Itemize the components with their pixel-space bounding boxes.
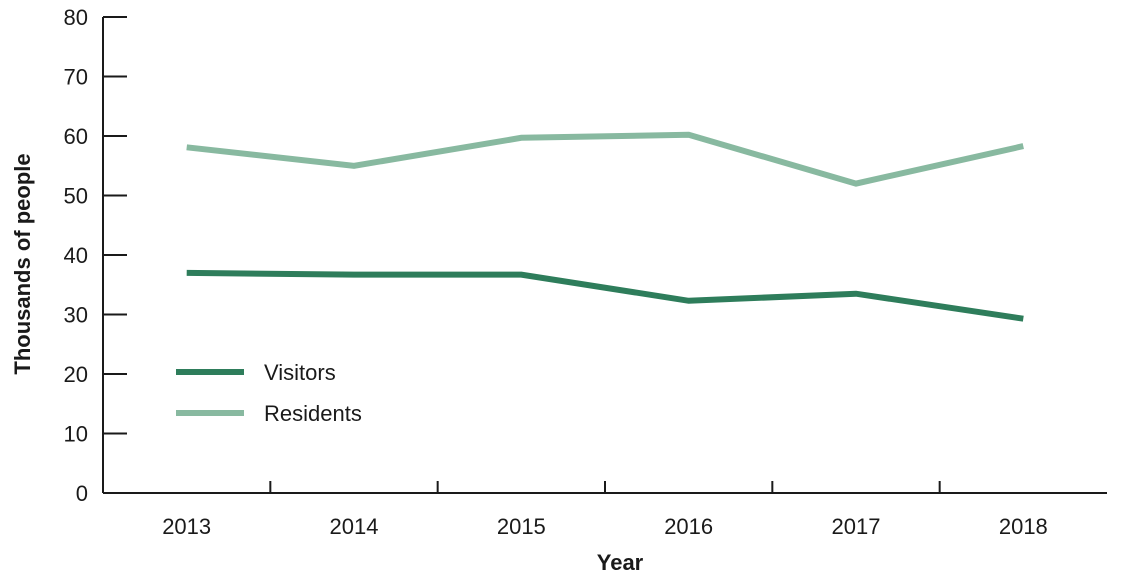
y-tick-label: 70	[64, 65, 88, 90]
y-tick-label: 60	[64, 124, 88, 149]
series-line-visitors	[186, 269, 1024, 322]
x-axis: 2013 2014 2015 2016 2017 2018	[103, 481, 1107, 539]
legend: Visitors Residents	[176, 360, 362, 426]
y-axis: 0 10 20 30 40 50 60 70 80	[64, 5, 127, 506]
y-tick-label: 80	[64, 5, 88, 30]
x-tick-label: 2018	[999, 514, 1048, 539]
x-tick-label: 2016	[664, 514, 713, 539]
y-tick-label: 40	[64, 243, 88, 268]
y-tick-label: 10	[64, 422, 88, 447]
y-axis-title: Thousands of people	[10, 153, 35, 374]
x-tick-label: 2014	[330, 514, 379, 539]
x-tick-label: 2013	[162, 514, 211, 539]
y-tick-label: 50	[64, 184, 88, 209]
series-layer	[186, 131, 1024, 322]
x-axis-title: Year	[597, 550, 644, 575]
y-tick-label: 0	[76, 481, 88, 506]
x-tick-label: 2017	[832, 514, 881, 539]
x-tick-label: 2015	[497, 514, 546, 539]
y-tick-label: 20	[64, 362, 88, 387]
series-line-residents	[186, 131, 1024, 187]
legend-label-visitors: Visitors	[264, 360, 336, 385]
legend-label-residents: Residents	[264, 401, 362, 426]
y-tick-label: 30	[64, 303, 88, 328]
